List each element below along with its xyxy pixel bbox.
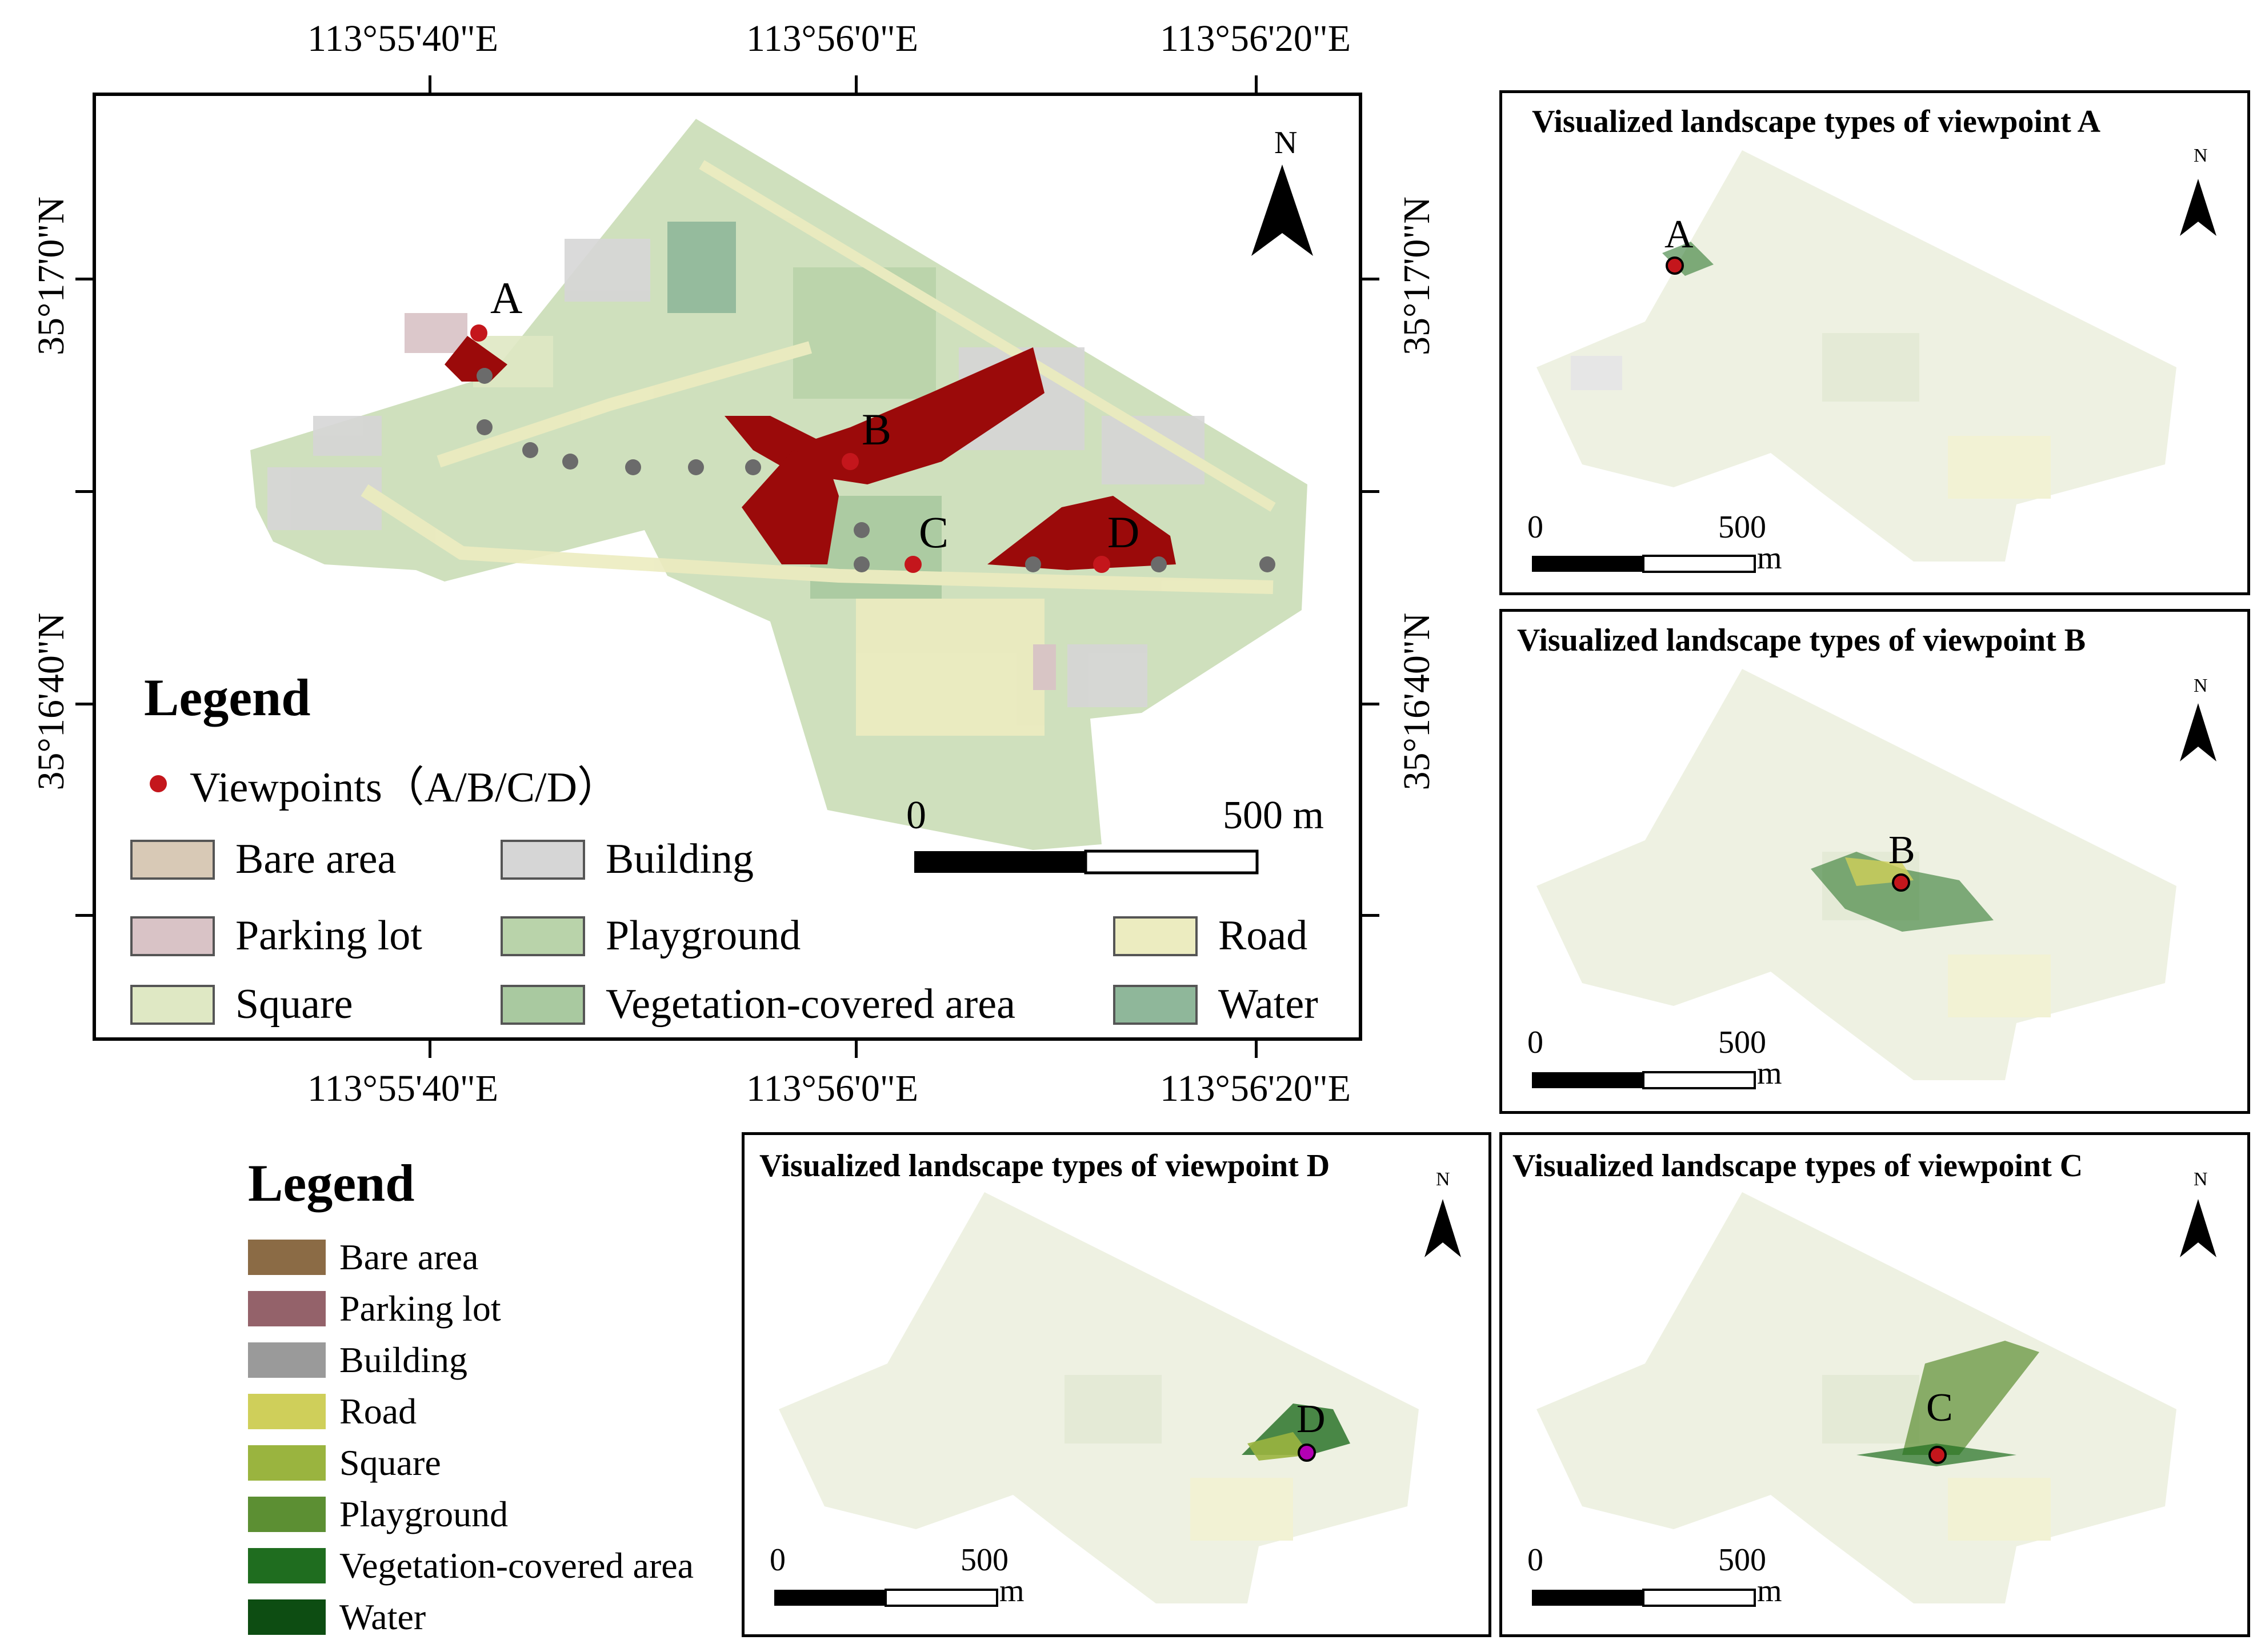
legend2-item-label: Square <box>339 1442 441 1483</box>
left-lat-label-2: 35°16'40"N <box>30 612 72 791</box>
bottom-lon-label-1: 113°55'40"E <box>307 1068 499 1109</box>
scale-max-label: 500 m <box>1223 793 1324 837</box>
main-map-canvas: A B C D N <box>250 119 1313 875</box>
legend-item-square: Square <box>130 980 353 1029</box>
legend-item-label: Square <box>235 981 353 1028</box>
legend-item-building: Building <box>501 835 754 884</box>
legend2-item-bare-area: Bare area <box>248 1236 478 1278</box>
legend-item-label: Bare area <box>235 836 397 883</box>
panel-b-title: Visualized landscape types of viewpoint … <box>1517 623 2086 658</box>
north-label: N <box>1274 125 1297 161</box>
north-arrow-icon <box>2180 179 2216 236</box>
legend2-item-label: Bare area <box>339 1237 479 1277</box>
panel-b-north: N <box>2194 675 2208 696</box>
panel-a-scale-unit: m <box>1757 540 1782 576</box>
top-lon-label-3: 113°56'20"E <box>1160 18 1351 59</box>
panel-a-north: N <box>2194 145 2208 166</box>
viewpoint-label-b: B <box>862 404 891 454</box>
panel-b-scale-unit: m <box>1757 1056 1782 1091</box>
north-arrow-icon <box>1251 165 1313 256</box>
north-arrow-icon <box>2180 1199 2216 1257</box>
viewpoint-label-a: A <box>490 273 522 323</box>
panel-c-scale-zero: 0 <box>1527 1542 1543 1578</box>
legend2-item-label: Playground <box>339 1494 509 1534</box>
top-lon-label-1: 113°55'40"E <box>307 18 499 59</box>
panel-b-scale-max: 500 <box>1718 1025 1766 1060</box>
scale-bar-light <box>1084 849 1259 875</box>
panel-a-scale-zero: 0 <box>1527 510 1543 545</box>
north-arrow-icon <box>1424 1199 1461 1257</box>
legend2-item-parking-lot: Parking lot <box>248 1288 501 1330</box>
viewpoints <box>470 324 1110 573</box>
legend-item-label: Parking lot <box>235 912 422 959</box>
viewshed-areas <box>445 336 1176 570</box>
panel-viewpoint-b: Visualized landscape types of viewpoint … <box>1499 609 2250 1114</box>
legend2-item-vegetation: Vegetation-covered area <box>248 1545 694 1587</box>
panel-viewpoint-d: Visualized landscape types of viewpoint … <box>742 1132 1491 1637</box>
legend2-item-label: Parking lot <box>339 1288 501 1329</box>
legend-item-label: Playground <box>606 912 801 959</box>
panel-b-viewpoint-label: B <box>1888 828 1915 872</box>
legend2-item-square: Square <box>248 1442 441 1484</box>
bottom-lon-label-2: 113°56'0"E <box>746 1068 919 1109</box>
panel-c-viewpoint-label: C <box>1926 1386 1953 1430</box>
legend2-item-water: Water <box>248 1596 426 1638</box>
viewpoint-label-c: C <box>919 507 949 557</box>
panel-viewpoint-a: Visualized landscape types of viewpoint … <box>1499 90 2250 595</box>
bottom-lon-label-3: 113°56'20"E <box>1160 1068 1351 1109</box>
panel-c-north: N <box>2194 1169 2208 1190</box>
scale-bar-dark <box>914 851 1086 873</box>
left-lat-label-1: 35°17'0"N <box>30 197 72 355</box>
legend-item-label: Vegetation-covered area <box>606 981 1015 1028</box>
panel-d-scale-unit: m <box>999 1573 1025 1609</box>
panel-d-title: Visualized landscape types of viewpoint … <box>759 1148 1330 1184</box>
north-arrow-icon <box>2180 703 2216 761</box>
right-lat-label-2: 35°16'40"N <box>1396 612 1438 791</box>
legend2-item-road: Road <box>248 1390 417 1433</box>
panel-d-scale-zero: 0 <box>770 1542 786 1578</box>
legend-viewpoints-label: Viewpoints（A/B/C/D） <box>190 764 620 811</box>
legend2-item-label: Vegetation-covered area <box>339 1545 694 1586</box>
top-lon-label-2: 113°56'0"E <box>746 18 919 59</box>
panel-c-scale-max: 500 <box>1718 1542 1766 1578</box>
legend2-item-label: Water <box>339 1597 426 1637</box>
legend2-item-playground: Playground <box>248 1493 508 1535</box>
panel-d-viewpoint-label: D <box>1296 1397 1326 1441</box>
legend-item-parking-lot: Parking lot <box>130 912 422 960</box>
scale-zero-label: 0 <box>906 793 926 837</box>
legend-viewpoints: Viewpoints（A/B/C/D） <box>150 753 619 814</box>
panel-c-title: Visualized landscape types of viewpoint … <box>1512 1148 2083 1184</box>
legend-item-label: Building <box>606 836 754 883</box>
main-legend-title: Legend <box>144 668 311 727</box>
panel-d-north: N <box>1436 1169 1450 1190</box>
secondary-legend-title: Legend <box>248 1154 415 1212</box>
legend-item-water: Water <box>1113 980 1318 1029</box>
route-points <box>477 368 1275 572</box>
panel-a-scale-max: 500 <box>1718 510 1766 545</box>
legend2-item-label: Building <box>339 1340 468 1380</box>
legend-item-label: Road <box>1218 912 1308 959</box>
legend-item-label: Water <box>1218 981 1318 1028</box>
viewpoint-dot-icon <box>150 775 167 792</box>
panel-a-viewpoint-label: A <box>1664 212 1694 256</box>
legend-item-bare-area: Bare area <box>130 835 396 884</box>
panel-a-title: Visualized landscape types of viewpoint … <box>1532 104 2101 139</box>
right-lat-label-1: 35°17'0"N <box>1396 197 1438 355</box>
legend-item-vegetation: Vegetation-covered area <box>501 980 1015 1029</box>
legend2-item-building: Building <box>248 1339 467 1381</box>
panel-b-scale-zero: 0 <box>1527 1025 1543 1060</box>
legend-item-playground: Playground <box>501 912 801 960</box>
panel-viewpoint-c: Visualized landscape types of viewpoint … <box>1499 1132 2250 1637</box>
panel-d-scale-max: 500 <box>961 1542 1009 1578</box>
panel-c-scale-unit: m <box>1757 1573 1782 1609</box>
legend-item-road: Road <box>1113 912 1307 960</box>
main-map-frame: A B C D N 0 500 m Legend Viewpoints（A/B/… <box>93 93 1362 1041</box>
viewpoint-label-d: D <box>1107 507 1139 557</box>
legend2-item-label: Road <box>339 1391 417 1432</box>
